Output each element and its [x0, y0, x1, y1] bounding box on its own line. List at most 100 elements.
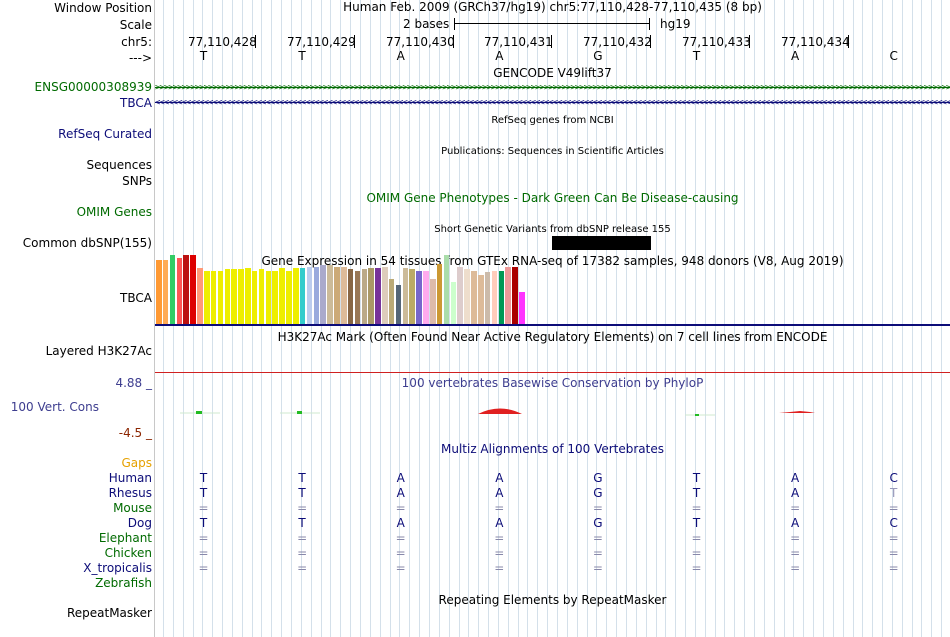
- gtex-tissue-bar[interactable]: [354, 271, 361, 324]
- strand-label[interactable]: --->: [128, 51, 152, 65]
- grid-line: [764, 0, 765, 637]
- gtex-tissue-bar[interactable]: [368, 268, 374, 324]
- track-label-gtex[interactable]: TBCA: [120, 291, 152, 305]
- track-label-cons[interactable]: 100 Vert. Cons: [10, 400, 99, 414]
- gtex-tissue-bar[interactable]: [272, 271, 279, 324]
- gtex-tissue-bar[interactable]: [409, 269, 416, 324]
- gtex-tissue-bar[interactable]: [327, 265, 333, 324]
- window-position-text: Human Feb. 2009 (GRCh37/hg19) chr5:77,11…: [343, 0, 762, 14]
- grid-line: [587, 0, 588, 637]
- species-label-elephant[interactable]: Elephant: [98, 531, 152, 545]
- gtex-tissue-bar[interactable]: [334, 267, 340, 324]
- gtex-tissue-bar[interactable]: [238, 269, 244, 324]
- gtex-tissue-bar[interactable]: [231, 269, 237, 324]
- gtex-tissue-bar[interactable]: [388, 279, 395, 324]
- gtex-tissue-bar[interactable]: [361, 269, 368, 324]
- species-label-mouse[interactable]: Mouse: [113, 501, 152, 515]
- grid-line: [656, 0, 657, 637]
- grid-line: [449, 0, 450, 637]
- gtex-tissue-bar[interactable]: [491, 271, 498, 324]
- gtex-tissue-bar[interactable]: [156, 260, 162, 324]
- gtex-tissue-bar[interactable]: [203, 271, 210, 324]
- gtex-tissue-bar[interactable]: [190, 255, 196, 324]
- gtex-tissue-bar[interactable]: [265, 271, 272, 324]
- grid-line: [557, 0, 558, 637]
- track-label-omim[interactable]: OMIM Genes: [76, 205, 152, 219]
- window-position-label: Window Position: [54, 1, 152, 15]
- gtex-tissue-bar[interactable]: [313, 267, 320, 324]
- browser-image-panel[interactable]: Human Feb. 2009 (GRCh37/hg19) chr5:77,11…: [155, 0, 950, 637]
- track-label-refseq[interactable]: RefSeq Curated: [58, 127, 152, 141]
- gtex-tissue-bar[interactable]: [286, 271, 292, 324]
- gtex-tissue-bar[interactable]: [512, 267, 518, 324]
- gtex-tissue-bar[interactable]: [498, 271, 505, 324]
- gtex-tissue-bar[interactable]: [464, 269, 470, 324]
- alignment-base: =: [691, 546, 702, 560]
- gtex-tissue-bar[interactable]: [176, 258, 183, 324]
- gtex-tissue-bar[interactable]: [279, 268, 285, 324]
- alignment-base: =: [494, 561, 505, 575]
- species-label-zebrafish[interactable]: Zebrafish: [95, 576, 152, 590]
- track-label-sequences[interactable]: Sequences: [86, 158, 152, 172]
- grid-line: [921, 0, 922, 637]
- scale-bar-text: 2 bases: [403, 17, 450, 31]
- gencode-gene-feature[interactable]: >>>>>>>>>>>>>>>>>>>>>>>>>>>>>>>>>>>>>>>>…: [155, 83, 950, 93]
- gtex-tissue-bar[interactable]: [430, 279, 436, 324]
- gtex-tissue-bar[interactable]: [457, 267, 463, 324]
- gtex-tissue-bar[interactable]: [162, 260, 169, 324]
- track-label-gaps[interactable]: Gaps: [121, 456, 152, 470]
- coordinate-tick: [650, 35, 651, 48]
- gtex-tissue-bar[interactable]: [436, 264, 443, 324]
- gtex-tissue-bar[interactable]: [217, 271, 224, 324]
- species-label-chicken[interactable]: Chicken: [104, 546, 152, 560]
- gtex-tissue-bar[interactable]: [224, 269, 231, 324]
- gtex-tissue-bar[interactable]: [347, 269, 354, 324]
- species-label-dog[interactable]: Dog: [127, 516, 152, 530]
- gtex-tissue-bar[interactable]: [210, 271, 217, 324]
- track-label-snps[interactable]: SNPs: [122, 174, 152, 188]
- alignment-base: =: [297, 561, 308, 575]
- gtex-tissue-bar[interactable]: [402, 268, 409, 324]
- gtex-tissue-bar[interactable]: [471, 271, 477, 324]
- gtex-tissue-bar[interactable]: [320, 265, 326, 324]
- grid-line: [941, 0, 942, 637]
- species-label-xtropicalis[interactable]: X_tropicalis: [83, 561, 152, 575]
- coordinate-label: 77,110,428: [188, 35, 257, 49]
- species-label-human[interactable]: Human: [108, 471, 152, 485]
- gtex-tissue-bar[interactable]: [505, 267, 511, 324]
- gtex-tissue-bar[interactable]: [258, 269, 265, 324]
- gtex-tissue-bar[interactable]: [183, 255, 189, 324]
- tbca-gene-feature[interactable]: <<<<<<<<<<<<<<<<<<<<<<<<<<<<<<<<<<<<<<<<…: [155, 98, 950, 108]
- gtex-tissue-bar[interactable]: [423, 271, 429, 324]
- gtex-tissue-bar[interactable]: [293, 268, 299, 324]
- gtex-tissue-bar[interactable]: [197, 268, 203, 324]
- gtex-tissue-bar[interactable]: [169, 255, 176, 324]
- track-label-gencode-gene[interactable]: ENSG00000308939: [34, 80, 152, 94]
- track-title-refseq: RefSeq genes from NCBI: [491, 115, 614, 126]
- gtex-tissue-bar[interactable]: [519, 292, 525, 324]
- track-label-dbsnp[interactable]: Common dbSNP(155): [22, 236, 152, 250]
- grid-line: [784, 0, 785, 637]
- grid-line: [803, 0, 804, 637]
- coordinate-tick: [354, 35, 355, 48]
- gtex-tissue-bar[interactable]: [340, 267, 347, 324]
- gtex-tissue-bar[interactable]: [382, 267, 388, 324]
- gtex-tissue-bar[interactable]: [299, 268, 306, 324]
- cons-graph[interactable]: [155, 400, 950, 430]
- track-labels-panel: Window Position Scale chr5: ---> ENSG000…: [0, 0, 154, 637]
- gtex-tissue-bar[interactable]: [245, 268, 251, 324]
- gtex-tissue-bar[interactable]: [484, 272, 491, 324]
- gtex-tissue-bar[interactable]: [251, 271, 258, 324]
- gtex-tissue-bar[interactable]: [395, 285, 402, 324]
- dbsnp-variant-feature[interactable]: [552, 236, 651, 250]
- gtex-tissue-bar[interactable]: [306, 267, 313, 324]
- track-label-repeatmasker[interactable]: RepeatMasker: [66, 606, 152, 620]
- gtex-tissue-bar[interactable]: [375, 268, 381, 324]
- gtex-tissue-bar[interactable]: [477, 275, 484, 324]
- track-label-h3k27ac[interactable]: Layered H3K27Ac: [45, 344, 152, 358]
- gtex-tissue-bar[interactable]: [443, 255, 450, 324]
- track-label-tbca-gene[interactable]: TBCA: [120, 96, 152, 110]
- gtex-tissue-bar[interactable]: [450, 282, 457, 324]
- species-label-rhesus[interactable]: Rhesus: [108, 486, 152, 500]
- gtex-tissue-bar[interactable]: [416, 271, 422, 324]
